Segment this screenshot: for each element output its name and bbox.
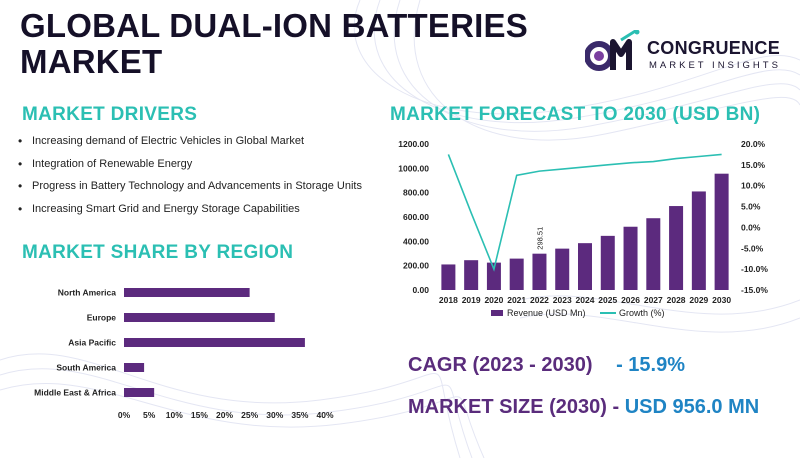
revenue-bar <box>464 260 479 290</box>
brand-subtitle: MARKET INSIGHTS <box>649 60 781 71</box>
year-tick-label: 2029 <box>689 295 708 305</box>
left-y-tick-label: 400.00 <box>403 236 429 246</box>
revenue-bar <box>555 248 570 290</box>
region-x-tick-label: 15% <box>191 410 208 420</box>
right-y-tick-label: 5.0% <box>741 202 761 212</box>
revenue-bar <box>578 243 592 290</box>
year-tick-label: 2023 <box>553 295 572 305</box>
region-bar <box>124 338 305 347</box>
left-y-tick-label: 600.00 <box>403 212 429 222</box>
revenue-bar <box>691 191 706 290</box>
right-y-tick-label: 0.0% <box>741 222 761 232</box>
page-title: GLOBAL DUAL-ION BATTERIES MARKET <box>20 8 580 80</box>
region-x-tick-label: 25% <box>241 410 258 420</box>
growth-line <box>447 153 722 272</box>
right-y-tick-label: 10.0% <box>741 181 766 191</box>
left-y-tick-label: 800.00 <box>403 188 429 198</box>
year-tick-label: 2020 <box>484 295 503 305</box>
region-x-tick-label: 10% <box>166 410 183 420</box>
region-x-tick-label: 20% <box>216 410 233 420</box>
region-label: Asia Pacific <box>68 338 116 348</box>
brand-name: CONGRUENCE <box>647 38 781 58</box>
cagr-label: CAGR (2023 - 2030) <box>408 354 593 376</box>
right-y-tick-label: 20.0% <box>741 139 766 149</box>
logo-mark-icon <box>585 30 640 71</box>
region-x-tick-label: 0% <box>118 410 131 420</box>
driver-item: Increasing Smart Grid and Energy Storage… <box>16 198 388 221</box>
bar-data-label: 298.51 <box>535 227 544 250</box>
right-y-tick-label: 15.0% <box>741 160 766 170</box>
revenue-bar <box>441 264 456 290</box>
left-y-tick-label: 0.00 <box>412 285 429 295</box>
right-y-tick-label: -15.0% <box>741 285 768 295</box>
year-tick-label: 2021 <box>507 295 526 305</box>
page-title-line-2: MARKET <box>20 43 163 80</box>
market-size-kpi: MARKET SIZE (2030) - USD 956.0 MN <box>408 396 759 419</box>
legend-revenue-label: Revenue (USD Mn) <box>507 308 586 318</box>
region-share-chart: North America Europe Asia Pacific South Ame… <box>34 288 334 421</box>
revenue-bar <box>486 262 501 290</box>
cagr-value: - 15.9% <box>616 354 686 376</box>
drivers-list: Increasing demand of Electric Vehicles i… <box>16 130 388 220</box>
driver-item: Integration of Renewable Energy <box>16 153 388 176</box>
forecast-heading: MARKET FORECAST TO 2030 (USD BN) <box>390 104 761 125</box>
market-size-label: MARKET SIZE (2030) - <box>408 396 620 418</box>
region-label: Europe <box>87 313 117 323</box>
region-label: South America <box>56 363 116 373</box>
revenue-bar <box>669 206 684 290</box>
region-bar <box>124 363 145 372</box>
revenue-bar <box>532 253 547 290</box>
year-tick-label: 2019 <box>462 295 481 305</box>
region-bar <box>124 388 155 397</box>
region-label: Middle East & Africa <box>34 388 116 398</box>
brand-logo: CONGRUENCE MARKET INSIGHTS <box>585 30 790 80</box>
share-heading: MARKET SHARE BY REGION <box>22 242 294 263</box>
legend-growth-label: Growth (%) <box>619 308 665 318</box>
year-tick-label: 2026 <box>621 295 640 305</box>
revenue-bar <box>646 218 661 290</box>
year-tick-label: 2024 <box>576 295 595 305</box>
left-y-tick-label: 1200.00 <box>398 139 429 149</box>
driver-item: Increasing demand of Electric Vehicles i… <box>16 130 388 153</box>
year-tick-label: 2027 <box>644 295 663 305</box>
revenue-bar <box>600 235 615 290</box>
revenue-bar <box>623 226 638 290</box>
left-y-tick-label: 1000.00 <box>398 163 429 173</box>
revenue-bar <box>509 258 524 290</box>
driver-item: Progress in Battery Technology and Advan… <box>16 175 388 198</box>
market-size-value: USD 956.0 MN <box>624 396 760 418</box>
region-x-tick-label: 5% <box>143 410 156 420</box>
region-bar <box>124 288 250 297</box>
cagr-kpi: CAGR (2023 - 2030) - 15.9% <box>408 354 685 377</box>
region-label: North America <box>58 288 117 298</box>
right-y-tick-label: -5.0% <box>741 243 764 253</box>
year-tick-label: 2018 <box>439 295 458 305</box>
legend-revenue-swatch <box>491 310 503 316</box>
year-tick-label: 2022 <box>530 295 549 305</box>
year-tick-label: 2028 <box>667 295 686 305</box>
region-x-tick-label: 40% <box>316 410 333 420</box>
revenue-bar <box>714 173 729 290</box>
year-tick-label: 2025 <box>598 295 617 305</box>
region-bar <box>124 313 275 322</box>
region-x-tick-label: 35% <box>291 410 308 420</box>
year-tick-label: 2030 <box>712 295 731 305</box>
left-y-tick-label: 200.00 <box>403 261 429 271</box>
forecast-chart: 0.00 200.00 400.00 600.00 800.00 1000.00 1200.… <box>398 139 768 318</box>
page-title-line-1: GLOBAL DUAL-ION BATTERIES <box>20 7 528 44</box>
drivers-heading: MARKET DRIVERS <box>22 104 198 125</box>
region-x-tick-label: 30% <box>266 410 283 420</box>
right-y-tick-label: -10.0% <box>741 264 768 274</box>
